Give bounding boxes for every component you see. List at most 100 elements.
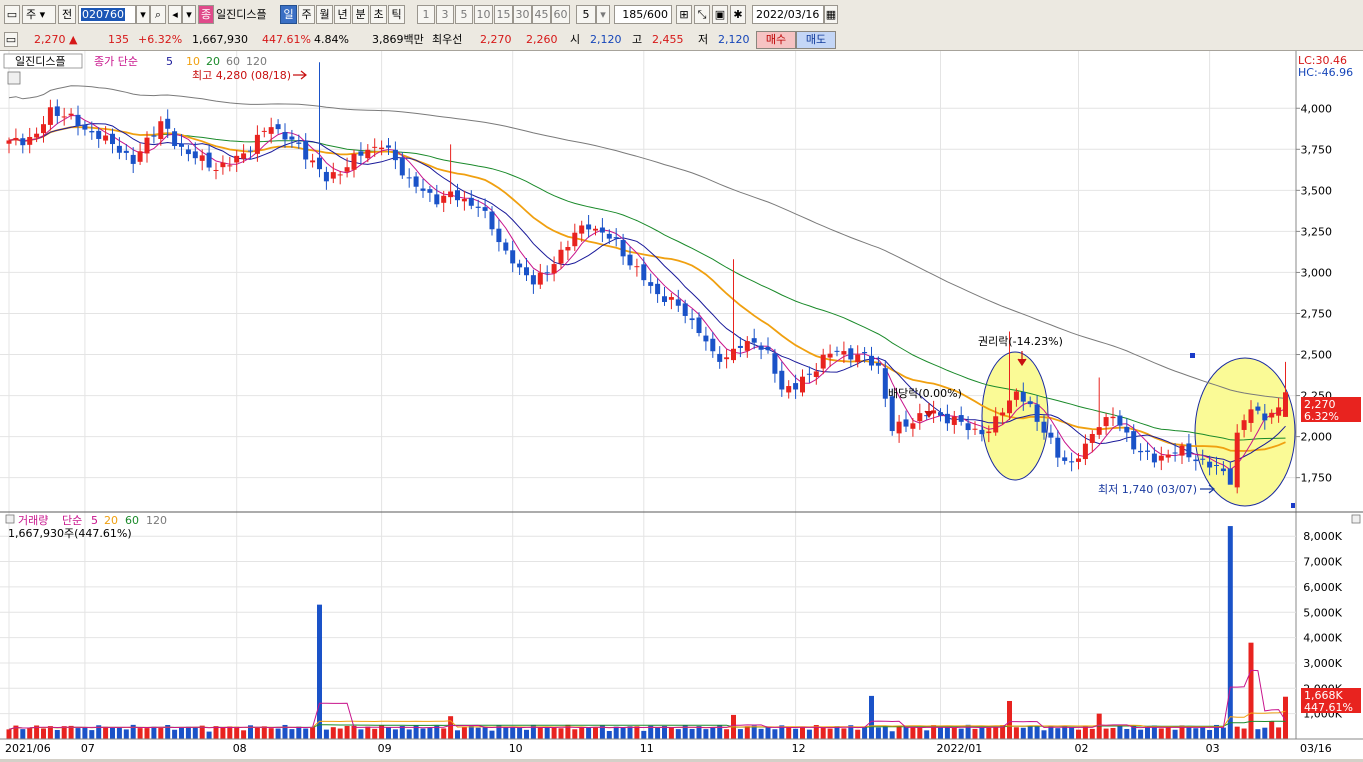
candle-body (806, 373, 812, 375)
calendar-icon[interactable]: ▦ (824, 5, 838, 24)
volume-bar (820, 728, 826, 739)
volume-bar (1103, 728, 1109, 739)
speaker-icon[interactable]: ◂ (168, 5, 182, 24)
quote-menu-icon[interactable]: ▭ (4, 32, 18, 47)
minute-tab-45[interactable]: 45 (532, 5, 551, 24)
volume-bar (1131, 726, 1137, 739)
candle-body (1055, 437, 1061, 458)
candle-body (717, 353, 723, 362)
volume-bar (34, 725, 40, 739)
window-menu-icon[interactable]: ▭ (4, 5, 20, 24)
expand-icon[interactable]: ⤡ (694, 5, 710, 24)
candle-body (793, 383, 799, 390)
period-tab-2[interactable]: 월 (316, 5, 333, 24)
period-tab-4[interactable]: 분 (352, 5, 369, 24)
candle-type-icon[interactable]: ⊞ (676, 5, 692, 24)
volume-bar (896, 725, 902, 739)
chart-area[interactable]: 최고 4,280 (08/18) 권리락(-14.23%) 배당락(0.00%)… (0, 51, 1363, 759)
volume-bar (1214, 724, 1219, 739)
volume-bar (413, 725, 419, 739)
volume-bar (489, 730, 495, 739)
volume-bar (206, 731, 212, 739)
interval-dropdown-icon[interactable]: ▾ (596, 5, 610, 24)
stock-code-input[interactable]: 020760 (78, 5, 136, 24)
volume-bar (1241, 728, 1247, 739)
search-icon[interactable]: ⌕ (150, 5, 166, 24)
volume-bar (234, 726, 240, 739)
candle-body (103, 135, 109, 141)
date-field[interactable]: 2022/03/16 (752, 5, 824, 24)
candle-body (696, 317, 702, 334)
high-arrow-icon (293, 70, 307, 80)
period-badge[interactable]: 종 (198, 5, 214, 24)
rights-annotation: 권리락(-14.23%) (978, 335, 1063, 348)
candle-body (151, 135, 157, 137)
volume-current-tag-text: 1,668K (1304, 689, 1343, 702)
count-field[interactable]: 185/600 (614, 5, 672, 24)
volume-bar (1048, 726, 1054, 739)
candle-body (330, 172, 336, 179)
minute-tab-60[interactable]: 60 (551, 5, 570, 24)
current-price: 2,270 ▲ (34, 32, 77, 47)
period-tab-6[interactable]: 틱 (388, 5, 405, 24)
volume-bar (944, 726, 950, 739)
candle-body (116, 145, 122, 153)
volume-bar (779, 725, 785, 739)
minute-tab-15[interactable]: 15 (494, 5, 513, 24)
candle-body (668, 297, 674, 300)
candle-body (420, 188, 426, 191)
speaker-dropdown-icon[interactable]: ▾ (182, 5, 196, 24)
minute-tab-30[interactable]: 30 (513, 5, 532, 24)
period-tab-3[interactable]: 년 (334, 5, 351, 24)
volume-bar (855, 729, 861, 739)
interval-select[interactable]: 5 (576, 5, 596, 24)
volume-bar (696, 726, 702, 739)
volume-panel-icon[interactable] (5, 514, 15, 524)
volume-bar (737, 729, 743, 739)
candle-body (1151, 453, 1157, 463)
candle-body (20, 138, 26, 146)
volume-panel-close-icon[interactable] (1351, 514, 1361, 524)
drag-handle[interactable] (1190, 353, 1195, 358)
minute-tab-5[interactable]: 5 (455, 5, 473, 24)
market-select[interactable]: 주 ▾ (22, 5, 56, 24)
candle-body (54, 106, 60, 116)
candle-body (848, 348, 854, 360)
candle-body (1117, 415, 1123, 426)
candle-body (724, 357, 730, 360)
candle-body (1227, 468, 1233, 485)
volume-bar (986, 727, 992, 739)
volume-bar (172, 729, 178, 739)
minute-tab-1[interactable]: 1 (417, 5, 435, 24)
candle-body (938, 412, 943, 416)
minute-tab-10[interactable]: 10 (474, 5, 493, 24)
price-panel-title-box[interactable] (3, 53, 83, 69)
volume-bar (1179, 725, 1185, 739)
best-ask-label: 최우선 (432, 33, 463, 46)
scroll-handle[interactable] (1291, 503, 1295, 508)
volume-bar (213, 726, 219, 739)
candle-body (1110, 416, 1116, 419)
code-dropdown-icon[interactable]: ▾ (136, 5, 150, 24)
current-price-value: 2,270 (34, 33, 66, 46)
ma60-line (8, 126, 1286, 441)
candle-body (1076, 458, 1081, 462)
period-tab-1[interactable]: 주 (298, 5, 315, 24)
buy-button[interactable]: 매수 (756, 31, 796, 49)
save-icon[interactable]: ▣ (712, 5, 728, 24)
current-price-tag (1301, 397, 1361, 410)
volume-bar (613, 726, 619, 739)
period-tab-0[interactable]: 일 (280, 5, 297, 24)
volume-bar (185, 726, 191, 739)
prev-button[interactable]: 전 (58, 5, 76, 24)
gear-icon[interactable]: ✱ (730, 5, 746, 24)
minute-tab-3[interactable]: 3 (436, 5, 454, 24)
x-axis-bg (0, 739, 1363, 759)
legend-ma120: 120 (246, 55, 267, 68)
sell-button[interactable]: 매도 (796, 31, 836, 49)
volume-bar (1000, 725, 1006, 739)
stock-chart[interactable]: 최고 4,280 (08/18) 권리락(-14.23%) 배당락(0.00%)… (0, 51, 1363, 759)
period-tab-5[interactable]: 초 (370, 5, 387, 24)
grid-toggle-icon[interactable] (7, 71, 21, 85)
volume-bar (869, 695, 874, 739)
